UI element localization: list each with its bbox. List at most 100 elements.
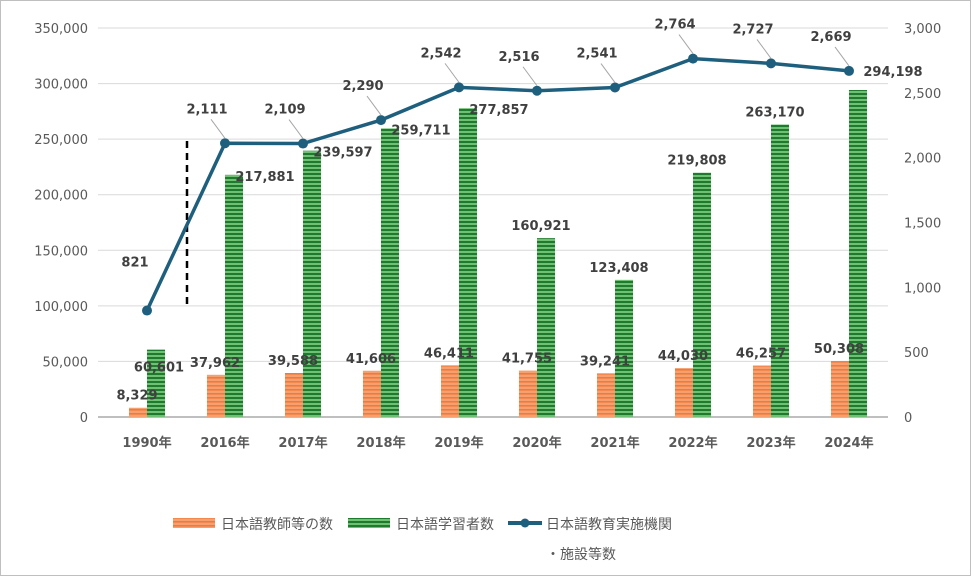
data-label-teachers: 41,755 <box>502 352 552 367</box>
legend-label-teachers: 日本語教師等の数 <box>221 516 333 533</box>
data-label-institutions: 2,727 <box>732 22 773 37</box>
x-axis-tick: 2024年 <box>824 435 873 451</box>
data-label-teachers: 46,257 <box>736 347 786 362</box>
leader-line <box>210 118 226 139</box>
bar-learners <box>381 128 399 417</box>
legend-swatch-teachers <box>173 518 215 528</box>
bar-teachers <box>597 373 615 417</box>
line-marker <box>298 138 308 149</box>
right-axis-tick: 1,500 <box>904 217 941 232</box>
line-marker <box>220 138 230 149</box>
data-label-teachers: 44,030 <box>658 349 708 364</box>
legend-label-institutions-line2: ・施設等数 <box>546 546 616 563</box>
bar-learners <box>147 349 165 417</box>
leader-line <box>522 66 538 87</box>
data-label-learners: 60,601 <box>134 361 184 376</box>
legend-marker-institutions <box>520 518 530 528</box>
bar-learners <box>615 279 633 417</box>
left-axis-tick: 250,000 <box>34 133 88 148</box>
x-axis-tick: 2018年 <box>356 435 405 451</box>
left-axis-tick: 300,000 <box>34 78 88 93</box>
bar-teachers <box>129 407 147 417</box>
bar-learners <box>771 124 789 417</box>
line-marker <box>376 115 386 126</box>
bar-teachers <box>675 368 693 417</box>
left-axis-tick: 350,000 <box>34 22 88 37</box>
bar-learners <box>537 238 555 417</box>
data-label-learners: 277,857 <box>469 103 528 118</box>
line-marker <box>532 85 542 96</box>
line-institutions <box>145 56 850 312</box>
bar-teachers <box>363 370 381 417</box>
data-label-learners: 239,597 <box>313 146 372 161</box>
line-marker <box>766 58 776 69</box>
left-axis-tick: 0 <box>80 411 88 426</box>
left-axis-tick: 50,000 <box>43 355 89 370</box>
data-label-institutions: 2,669 <box>810 30 851 45</box>
data-label-teachers: 41,606 <box>346 352 396 367</box>
bar-learners <box>849 90 867 418</box>
data-label-learners: 259,711 <box>391 123 450 138</box>
line-marker <box>142 305 152 316</box>
data-label-institutions: 821 <box>121 256 148 271</box>
data-label-learners: 294,198 <box>863 65 922 80</box>
right-axis-tick: 2,000 <box>904 152 941 167</box>
x-axis-tick: 2017年 <box>278 435 327 451</box>
bar-teachers <box>441 365 459 417</box>
leader-line <box>756 39 772 59</box>
x-axis-tick: 2022年 <box>668 435 717 451</box>
data-label-teachers: 46,411 <box>424 346 474 361</box>
legend-label-learners: 日本語学習者数 <box>396 517 494 533</box>
x-axis-tick: 2019年 <box>434 435 483 451</box>
legend-swatch-learners <box>348 518 390 528</box>
x-axis-tick: 2021年 <box>590 435 639 451</box>
line-marker <box>454 82 464 93</box>
bar-teachers <box>207 374 225 417</box>
leader-line <box>834 46 850 67</box>
left-axis-tick: 100,000 <box>34 300 88 315</box>
line-marker <box>688 53 698 64</box>
data-label-learners: 219,808 <box>667 154 726 169</box>
bar-teachers <box>753 365 771 417</box>
data-label-learners: 217,881 <box>235 170 294 185</box>
bar-learners <box>693 172 711 417</box>
bar-learners <box>225 174 243 417</box>
data-label-institutions: 2,764 <box>654 18 695 33</box>
right-axis-tick: 3,000 <box>904 22 941 37</box>
data-label-institutions: 2,516 <box>498 50 539 65</box>
data-label-learners: 160,921 <box>511 219 570 234</box>
left-axis-tick: 150,000 <box>34 244 88 259</box>
line-marker <box>844 65 854 76</box>
data-label-institutions: 2,541 <box>576 47 617 62</box>
data-label-teachers: 50,308 <box>814 342 864 357</box>
data-label-teachers: 8,329 <box>116 389 157 404</box>
bar-teachers <box>285 373 303 417</box>
data-label-institutions: 2,111 <box>186 102 227 117</box>
right-axis-tick: 0 <box>904 411 912 426</box>
leader-line <box>600 63 616 83</box>
data-label-teachers: 39,241 <box>580 354 630 369</box>
right-axis-tick: 1,000 <box>904 281 941 296</box>
bar-teachers <box>519 370 537 417</box>
leader-line <box>366 95 382 116</box>
leader-line <box>444 63 460 83</box>
x-axis-tick: 2023年 <box>746 435 795 451</box>
x-axis-tick: 2020年 <box>512 435 561 451</box>
data-label-learners: 123,408 <box>589 261 648 276</box>
x-axis-tick: 2016年 <box>200 435 249 451</box>
right-axis-tick: 500 <box>904 346 929 361</box>
data-label-institutions: 2,290 <box>342 79 383 94</box>
data-label-learners: 263,170 <box>745 106 804 121</box>
leader-line <box>678 34 694 54</box>
legend-label-institutions: 日本語教育実施機関 <box>546 517 672 533</box>
x-axis-tick: 1990年 <box>122 435 171 451</box>
data-label-teachers: 37,962 <box>190 356 240 371</box>
data-label-teachers: 39,588 <box>268 354 318 369</box>
left-axis-tick: 200,000 <box>34 189 88 204</box>
leader-line <box>288 119 304 139</box>
bar-teachers <box>831 361 849 417</box>
bar-learners <box>459 108 477 417</box>
data-label-institutions: 2,542 <box>420 46 461 61</box>
